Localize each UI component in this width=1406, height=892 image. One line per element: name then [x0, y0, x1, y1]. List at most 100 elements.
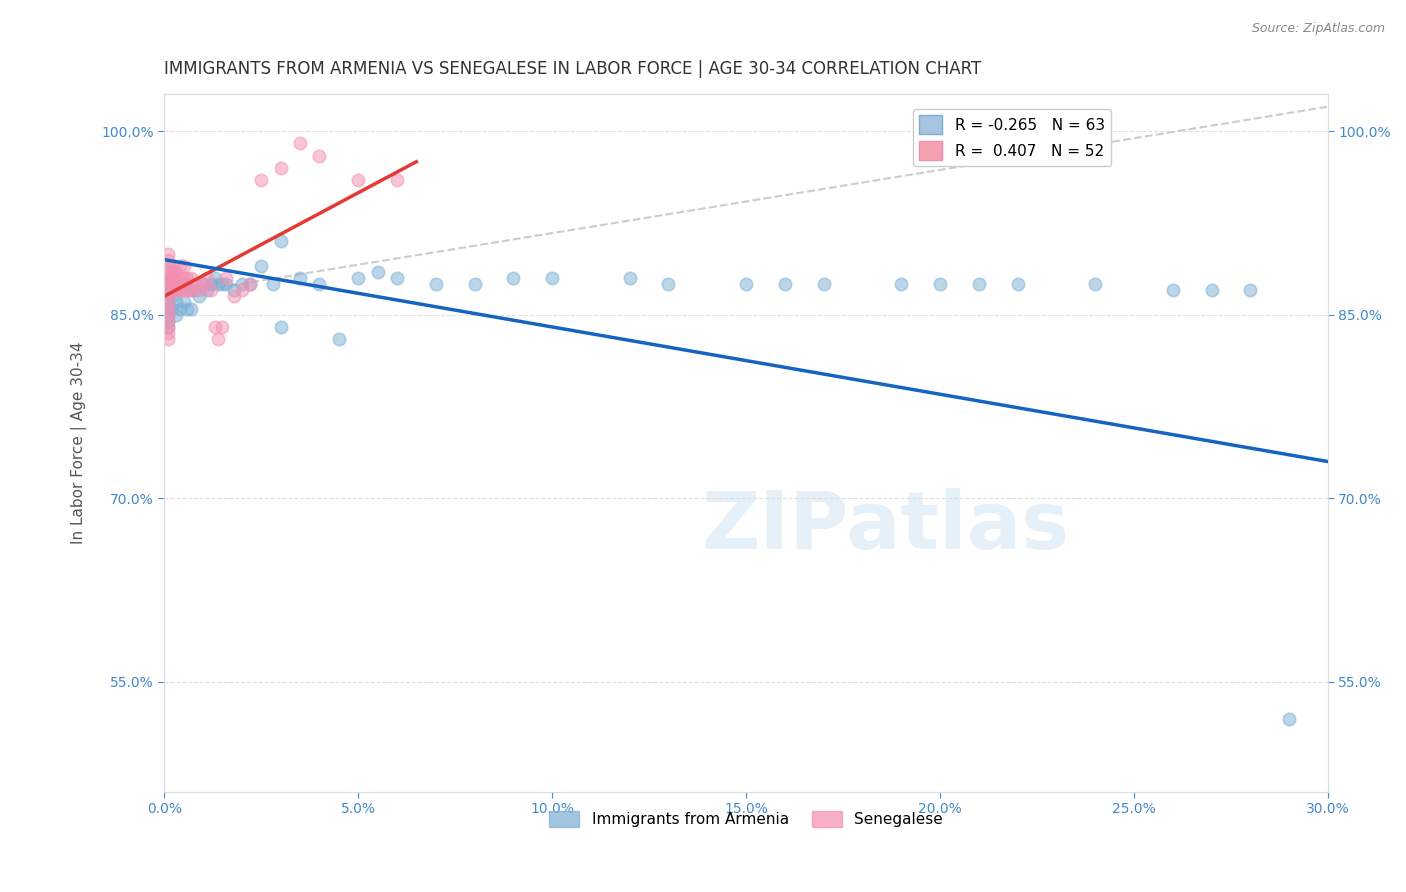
- Point: [160, 283, 183, 297]
- Point: [215, 277, 238, 292]
- Point: [222, 283, 245, 297]
- Point: [165, 295, 187, 310]
- Point: [270, 161, 292, 175]
- Point: [165, 271, 187, 285]
- Point: [308, 148, 330, 162]
- Point: [157, 252, 180, 267]
- Point: [157, 332, 180, 346]
- Point: [200, 283, 222, 297]
- Point: [541, 271, 564, 285]
- Point: [967, 277, 990, 292]
- Point: [250, 173, 273, 187]
- Point: [200, 277, 222, 292]
- Point: [157, 277, 180, 292]
- Point: [1084, 277, 1107, 292]
- Point: [657, 277, 679, 292]
- Point: [176, 277, 198, 292]
- Point: [165, 277, 187, 292]
- Point: [157, 301, 180, 316]
- Point: [180, 301, 202, 316]
- Point: [204, 320, 226, 334]
- Point: [184, 283, 207, 297]
- Point: [165, 283, 187, 297]
- Point: [238, 277, 260, 292]
- Point: [173, 283, 195, 297]
- Point: [367, 265, 389, 279]
- Point: [328, 332, 350, 346]
- Point: [619, 271, 641, 285]
- Point: [157, 277, 180, 292]
- Point: [160, 271, 183, 285]
- Point: [169, 301, 191, 316]
- Point: [463, 277, 485, 292]
- Point: [1161, 283, 1184, 297]
- Point: [735, 277, 758, 292]
- Point: [157, 314, 180, 328]
- Point: [231, 277, 253, 292]
- Point: [173, 295, 195, 310]
- Point: [204, 271, 226, 285]
- Point: [157, 271, 180, 285]
- Point: [176, 271, 198, 285]
- Point: [347, 271, 370, 285]
- Point: [195, 271, 218, 285]
- Point: [176, 283, 198, 297]
- Point: [308, 277, 330, 292]
- Point: [270, 320, 292, 334]
- Point: [347, 173, 370, 187]
- Point: [160, 301, 183, 316]
- Text: ZIPatlas: ZIPatlas: [702, 488, 1070, 566]
- Point: [180, 283, 202, 297]
- Point: [813, 277, 835, 292]
- Point: [160, 277, 183, 292]
- Point: [222, 289, 245, 303]
- Text: Source: ZipAtlas.com: Source: ZipAtlas.com: [1251, 22, 1385, 36]
- Point: [157, 283, 180, 297]
- Point: [160, 271, 183, 285]
- Y-axis label: In Labor Force | Age 30-34: In Labor Force | Age 30-34: [72, 342, 87, 544]
- Point: [173, 259, 195, 273]
- Point: [1278, 712, 1301, 726]
- Point: [502, 271, 524, 285]
- Point: [157, 265, 180, 279]
- Point: [165, 308, 187, 322]
- Point: [157, 259, 180, 273]
- Point: [238, 277, 260, 292]
- Point: [425, 277, 447, 292]
- Legend: Immigrants from Armenia, Senegalese: Immigrants from Armenia, Senegalese: [543, 805, 949, 833]
- Text: IMMIGRANTS FROM ARMENIA VS SENEGALESE IN LABOR FORCE | AGE 30-34 CORRELATION CHA: IMMIGRANTS FROM ARMENIA VS SENEGALESE IN…: [165, 60, 981, 78]
- Point: [231, 283, 253, 297]
- Point: [180, 283, 202, 297]
- Point: [157, 295, 180, 310]
- Point: [169, 271, 191, 285]
- Point: [184, 277, 207, 292]
- Point: [176, 301, 198, 316]
- Point: [160, 265, 183, 279]
- Point: [211, 277, 233, 292]
- Point: [173, 271, 195, 285]
- Point: [288, 271, 311, 285]
- Point: [157, 289, 180, 303]
- Point: [207, 332, 229, 346]
- Point: [1007, 277, 1029, 292]
- Point: [160, 283, 183, 297]
- Point: [188, 283, 211, 297]
- Point: [157, 326, 180, 340]
- Point: [160, 259, 183, 273]
- Point: [191, 277, 214, 292]
- Point: [215, 271, 238, 285]
- Point: [773, 277, 796, 292]
- Point: [929, 277, 952, 292]
- Point: [165, 277, 187, 292]
- Point: [890, 277, 912, 292]
- Point: [157, 289, 180, 303]
- Point: [165, 265, 187, 279]
- Point: [191, 277, 214, 292]
- Point: [288, 136, 311, 151]
- Point: [157, 308, 180, 322]
- Point: [188, 289, 211, 303]
- Point: [157, 301, 180, 316]
- Point: [169, 283, 191, 297]
- Point: [157, 246, 180, 260]
- Point: [169, 259, 191, 273]
